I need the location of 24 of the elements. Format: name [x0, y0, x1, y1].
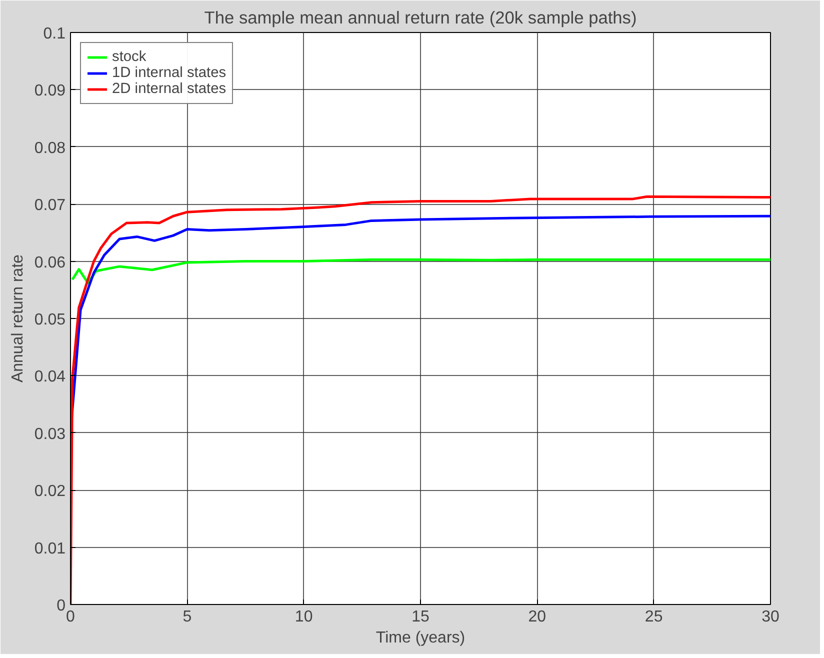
- y-tick-label: 0.1: [43, 26, 66, 42]
- chart-title: The sample mean annual return rate (20k sample paths): [204, 8, 637, 28]
- y-tick-label: 0.04: [34, 368, 66, 386]
- line-series: [71, 258, 770, 284]
- legend-label: 2D internal states: [112, 81, 226, 97]
- legend-label: stock: [112, 49, 146, 65]
- y-tick-label: 0.03: [34, 426, 66, 443]
- x-tick-label: 5: [182, 608, 192, 626]
- y-tick-label: 0.01: [34, 540, 66, 558]
- y-axis-title: Annual return rate: [9, 254, 26, 383]
- y-tick-label: 0.02: [34, 483, 66, 500]
- y-tick-label: 0.05: [34, 312, 66, 328]
- x-tick-label: 30: [762, 608, 780, 626]
- y-tick-label: 0.09: [34, 82, 66, 100]
- x-tick-label: 10: [294, 608, 313, 626]
- legend-label: 1D internal states: [112, 65, 226, 81]
- y-tick-label: 0.07: [34, 197, 66, 214]
- x-tick-label: 20: [528, 608, 546, 626]
- y-tick-label: 0.06: [34, 254, 66, 272]
- y-tick-label: 0.08: [34, 140, 66, 157]
- x-tick-label: 15: [412, 608, 430, 626]
- y-tick-label: 0: [56, 598, 66, 614]
- x-tick-label: 25: [644, 608, 663, 626]
- x-axis-title: Time (years): [376, 630, 466, 646]
